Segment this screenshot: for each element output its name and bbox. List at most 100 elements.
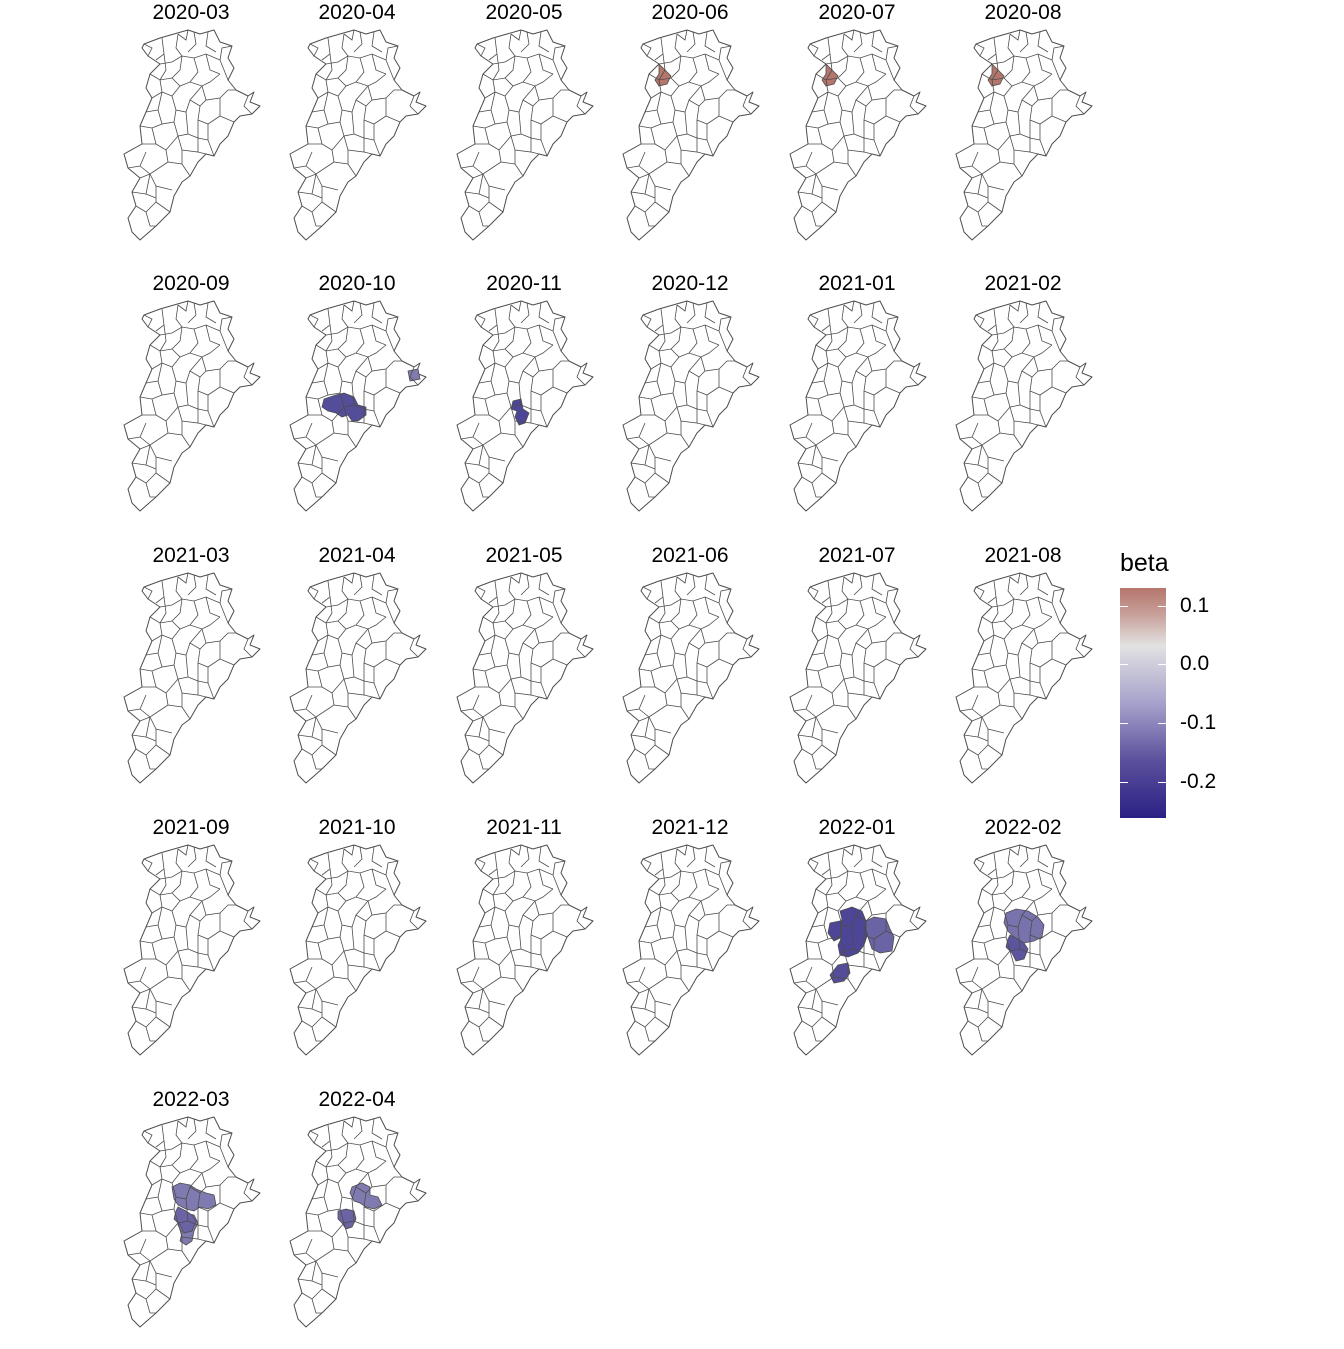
- choropleth-map: [289, 1116, 427, 1328]
- region-border: [385, 1132, 399, 1148]
- map-facet: 2021-08: [948, 543, 1098, 805]
- region-border: [1029, 151, 1039, 155]
- region-border: [1019, 31, 1029, 53]
- region-border: [1039, 410, 1047, 428]
- region-border: [656, 652, 676, 668]
- region-border: [337, 326, 349, 350]
- region-border: [385, 860, 399, 876]
- region-border: [1021, 57, 1031, 83]
- facet-title: 2020-10: [318, 272, 396, 295]
- region-border: [686, 574, 696, 596]
- region-border: [853, 302, 863, 324]
- region-border: [688, 57, 698, 83]
- region-border: [219, 115, 235, 123]
- region-border: [963, 462, 979, 466]
- region-border: [385, 59, 395, 81]
- region-border: [1007, 576, 1015, 600]
- map-facet: 2020-06: [615, 0, 765, 262]
- region-border: [337, 1142, 349, 1166]
- region-border: [341, 576, 349, 600]
- region-border: [343, 29, 355, 41]
- region-border: [853, 31, 863, 53]
- region-border: [371, 574, 383, 596]
- region-border: [971, 988, 1005, 1006]
- region-border: [476, 314, 486, 328]
- region-border: [339, 926, 355, 952]
- region-border: [173, 111, 189, 137]
- region-border: [385, 874, 395, 896]
- region-border: [219, 658, 235, 666]
- region-border: [1075, 95, 1085, 115]
- map-facet: 2020-03: [116, 0, 266, 262]
- region-border: [658, 53, 666, 81]
- region-border: [143, 314, 153, 328]
- region-border: [131, 1006, 147, 1010]
- region-border: [189, 328, 199, 354]
- region-border: [843, 844, 855, 856]
- region-border: [538, 868, 554, 890]
- region-border: [552, 602, 562, 624]
- region-border: [143, 43, 153, 57]
- region-border: [165, 964, 191, 992]
- map-facet: 2021-03: [116, 543, 266, 805]
- region-border: [706, 954, 714, 972]
- region-border: [139, 988, 173, 1006]
- region-border: [1009, 678, 1031, 696]
- region-border: [472, 444, 506, 462]
- region-border: [187, 846, 197, 868]
- region-border: [506, 654, 522, 680]
- region-border: [658, 596, 720, 608]
- region-border: [520, 574, 530, 596]
- region-border: [508, 848, 516, 872]
- region-border: [981, 616, 1053, 630]
- region-border: [177, 1222, 199, 1240]
- region-border: [1019, 846, 1029, 868]
- region-border: [205, 324, 221, 346]
- region-border: [841, 304, 849, 328]
- region-border: [504, 326, 516, 350]
- region-border: [1051, 602, 1061, 624]
- map-facet: 2020-12: [615, 271, 765, 533]
- region-border: [482, 73, 554, 87]
- region-border: [674, 576, 682, 600]
- map-facet: 2022-02: [948, 815, 1098, 1077]
- region-border: [337, 55, 349, 79]
- region-border: [197, 422, 207, 426]
- region-border: [363, 422, 373, 426]
- region-border: [718, 59, 728, 81]
- region-border: [385, 1146, 395, 1168]
- region-border: [472, 988, 506, 1006]
- region-border: [1075, 910, 1085, 930]
- facet-title: 2021-11: [486, 816, 562, 839]
- region-border: [885, 860, 899, 876]
- region-border: [704, 846, 716, 868]
- region-border: [145, 211, 156, 227]
- choropleth-map: [955, 29, 1093, 241]
- region-border: [576, 910, 586, 930]
- region-border: [205, 53, 221, 75]
- region-border: [718, 588, 732, 604]
- region-border: [843, 950, 865, 968]
- region-border: [718, 45, 732, 61]
- region-border: [971, 716, 1005, 734]
- region-border: [1051, 658, 1067, 666]
- region-border: [323, 652, 343, 668]
- region-border: [997, 149, 1023, 177]
- region-border: [863, 966, 873, 970]
- region-border: [504, 598, 516, 622]
- region-border: [863, 694, 873, 698]
- region-border: [704, 324, 720, 346]
- region-border: [472, 173, 506, 191]
- region-border: [175, 1120, 183, 1144]
- facet-title: 2021-09: [152, 816, 230, 839]
- choropleth-map: [123, 300, 261, 512]
- region-border: [207, 1226, 215, 1244]
- region-border: [325, 324, 387, 336]
- region-border: [718, 316, 732, 332]
- region-border: [325, 53, 333, 81]
- region-border: [373, 954, 381, 972]
- region-border: [197, 966, 207, 970]
- region-border: [205, 1118, 217, 1140]
- region-border: [177, 135, 199, 153]
- region-border: [831, 964, 857, 992]
